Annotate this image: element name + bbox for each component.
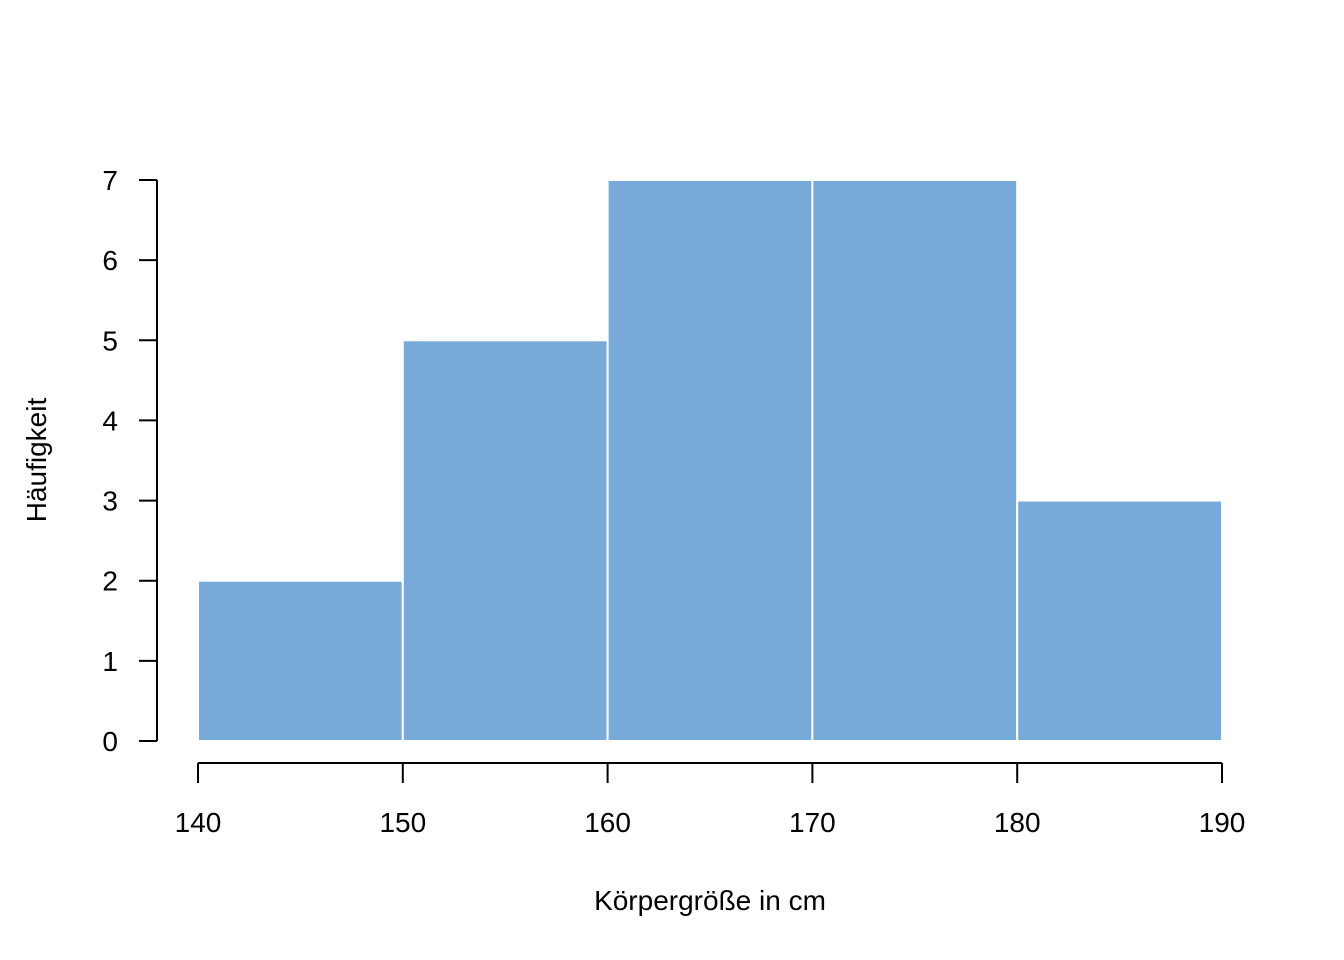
histogram-bar [606,179,814,742]
y-tick-label: 6 [102,245,118,276]
y-tick-label: 5 [102,325,118,356]
x-tick-label: 160 [584,807,631,838]
y-tick-label: 4 [102,405,118,436]
histogram-bars [197,179,1224,743]
y-tick-label: 2 [102,566,118,597]
x-tick-label: 170 [789,807,836,838]
y-tick-label: 3 [102,486,118,517]
histogram-bar [401,339,609,742]
histogram-bar [1016,499,1224,743]
histogram-bar [197,579,404,743]
x-tick-label: 150 [379,807,426,838]
y-tick-label: 7 [102,165,118,196]
x-axis: 140 150 160 170 180 190 [175,762,1246,838]
y-axis: 0 1 2 3 4 5 6 7 [102,165,158,757]
x-tick-label: 180 [994,807,1041,838]
x-axis-title: Körpergröße in cm [594,885,826,916]
y-axis-title: Häufigkeit [21,398,52,523]
x-tick-label: 190 [1199,807,1246,838]
y-tick-label: 1 [102,646,118,677]
histogram-bar [811,179,1019,742]
y-tick-label: 0 [102,726,118,757]
x-tick-label: 140 [175,807,222,838]
